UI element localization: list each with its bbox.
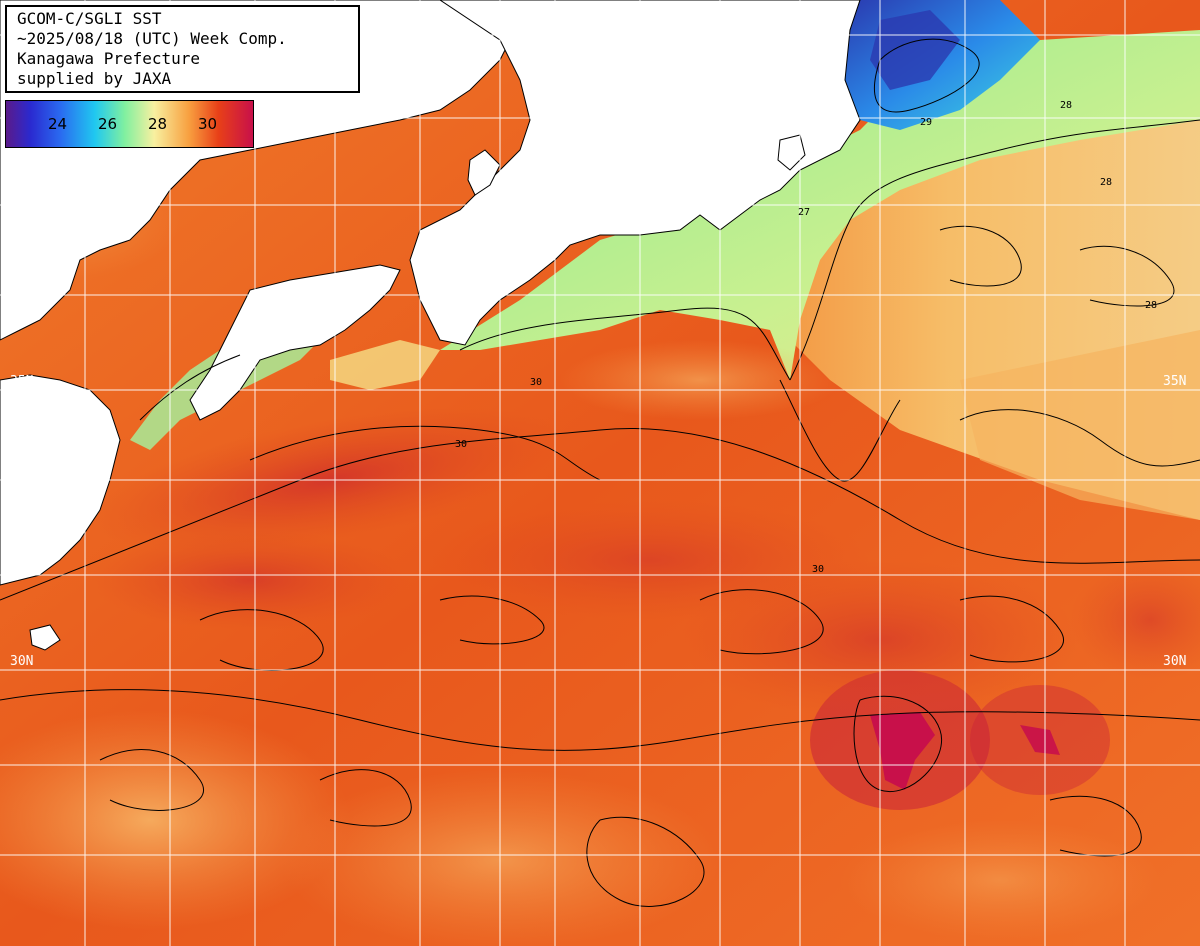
lat-label-30n-left: 30N	[10, 654, 34, 669]
colorbar-tick: 24	[48, 115, 68, 133]
title-product: GCOM-C/SGLI SST	[17, 9, 162, 28]
temperature-colorbar: 24 26 28 30	[5, 100, 254, 148]
contour-label: 29	[920, 117, 932, 128]
lat-label-30n-right: 30N	[1163, 654, 1187, 669]
lat-label-35n-right: 35N	[1163, 374, 1187, 389]
contour-label: 28	[1060, 100, 1072, 111]
map-title-box: GCOM-C/SGLI SST ~2025/08/18 (UTC) Week C…	[5, 5, 360, 93]
title-credit: supplied by JAXA	[17, 69, 172, 88]
colorbar-tick: 30	[198, 115, 218, 133]
contour-label: 28	[1100, 177, 1112, 188]
isotherm-contours	[0, 38, 1200, 907]
contour-label: 30	[812, 564, 824, 575]
colorbar-tick: 28	[148, 115, 168, 133]
contour-label: 27	[798, 207, 810, 218]
lat-label-35n-left: 35N	[10, 374, 34, 389]
contour-label: 30	[530, 377, 542, 388]
title-region: Kanagawa Prefecture	[17, 49, 201, 68]
contour-label: 28	[1145, 300, 1157, 311]
contour-label: 30	[455, 439, 467, 450]
colorbar-tick: 26	[98, 115, 118, 133]
title-date: ~2025/08/18 (UTC) Week Comp.	[17, 29, 287, 48]
